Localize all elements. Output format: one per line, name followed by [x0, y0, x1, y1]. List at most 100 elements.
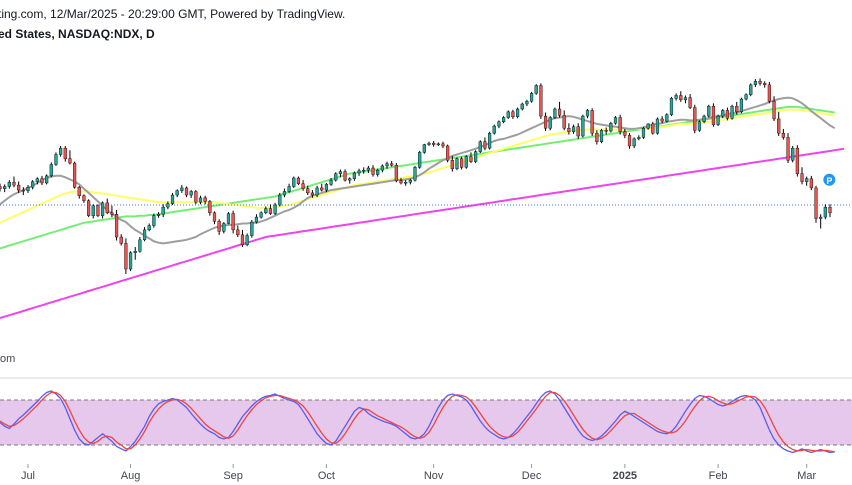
candle-body — [142, 229, 147, 241]
candle — [735, 101, 739, 115]
candle-body — [287, 186, 291, 192]
candle-body — [637, 137, 641, 140]
candle — [501, 116, 506, 124]
candle-body — [655, 118, 660, 134]
candle-body — [469, 156, 473, 162]
candle — [0, 183, 2, 192]
candle — [268, 204, 273, 215]
candle-body — [651, 123, 655, 134]
candle — [483, 137, 487, 151]
candle — [478, 140, 482, 154]
candle — [646, 123, 650, 130]
candle-body — [488, 132, 492, 149]
candle-body — [716, 115, 720, 125]
candle-body — [539, 85, 543, 117]
candle — [226, 212, 231, 225]
candle-body — [823, 206, 827, 218]
candle — [49, 162, 53, 178]
candle — [716, 114, 720, 127]
candle-body — [250, 221, 254, 236]
candle-body — [571, 126, 576, 132]
candle — [809, 175, 813, 191]
candle — [86, 199, 91, 218]
candle-body — [543, 115, 548, 129]
candle — [781, 128, 785, 140]
candle-body — [343, 171, 347, 181]
candle — [828, 204, 832, 218]
candle-body — [324, 184, 329, 191]
candle — [376, 168, 380, 177]
candle — [362, 167, 366, 174]
candle — [394, 163, 398, 183]
candle-body — [436, 143, 440, 146]
candle-body — [590, 110, 594, 134]
candle-body — [306, 188, 310, 194]
candle — [576, 123, 580, 139]
candle — [82, 194, 86, 203]
candle-body — [301, 183, 305, 189]
candle-body — [49, 164, 53, 177]
candle-body — [77, 187, 81, 196]
candle-body — [669, 98, 674, 115]
candle — [660, 116, 664, 124]
candle — [357, 168, 361, 176]
candle — [432, 141, 436, 147]
candle — [506, 110, 510, 119]
candle-body — [753, 81, 757, 86]
candle — [688, 94, 692, 109]
candle-body — [268, 208, 273, 214]
candle — [329, 177, 333, 186]
candle-body — [273, 204, 277, 214]
candle-body — [455, 158, 459, 169]
candle-body — [511, 111, 515, 118]
candle — [819, 214, 823, 229]
candle-body — [749, 84, 753, 95]
candle — [679, 91, 683, 102]
candle-body — [54, 154, 58, 165]
candle-body — [82, 195, 86, 201]
candle-body — [758, 81, 762, 84]
candle — [632, 137, 636, 149]
candle-body — [380, 165, 384, 171]
candle — [315, 185, 319, 198]
candle — [35, 177, 39, 185]
candle-body — [394, 164, 398, 182]
candle-body — [3, 186, 7, 189]
candle — [791, 145, 795, 163]
candle-body — [585, 110, 590, 117]
candle — [474, 150, 478, 164]
candle — [114, 209, 119, 241]
candle — [767, 81, 771, 104]
candle — [800, 167, 804, 185]
candle-body — [548, 117, 552, 129]
candle — [371, 165, 375, 177]
candle-body — [21, 189, 25, 192]
candle — [59, 145, 63, 157]
candle-body — [226, 213, 231, 224]
candle-body — [501, 117, 506, 122]
candle-body — [697, 121, 702, 131]
candle — [175, 189, 179, 198]
candle-body — [329, 179, 333, 185]
candle — [310, 190, 315, 198]
candle — [697, 120, 702, 132]
candle-body — [497, 121, 501, 127]
candle — [96, 204, 100, 218]
candle-body — [399, 180, 403, 184]
candle — [31, 180, 35, 190]
candle — [557, 101, 562, 118]
candle — [739, 97, 744, 114]
candle — [296, 176, 301, 186]
stoch-band — [0, 400, 852, 445]
candle-body — [725, 110, 730, 119]
candle-body — [427, 142, 431, 145]
candle-body — [371, 167, 375, 175]
candle-body — [357, 170, 361, 174]
candle — [613, 116, 618, 125]
candle — [674, 93, 678, 101]
candle-body — [170, 194, 175, 204]
candle-body — [254, 216, 259, 223]
candle — [651, 121, 655, 135]
candle — [669, 96, 674, 117]
